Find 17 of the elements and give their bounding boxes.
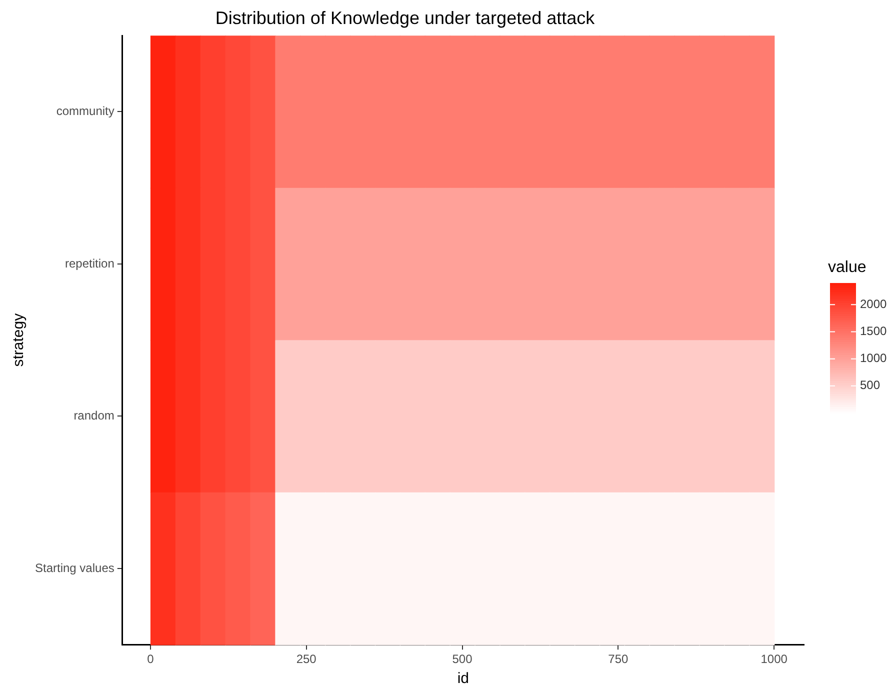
color-bar-label: 1500: [860, 324, 888, 338]
x-tick-label: 1000: [760, 652, 788, 666]
x-tick-label: 500: [452, 652, 473, 666]
x-axis-title: id: [457, 670, 470, 688]
color-bar-title: value: [828, 259, 866, 276]
x-tick-label: 250: [296, 652, 317, 666]
y-tick-label: Starting values: [34, 560, 114, 575]
y-axis-title: strategy: [10, 312, 28, 367]
x-tick-label: 0: [147, 652, 154, 666]
x-tick-label: 750: [608, 652, 628, 666]
color-bar-label: 1000: [860, 351, 888, 366]
y-tick-label: repetition: [65, 256, 114, 270]
y-tick-label: community: [56, 104, 114, 118]
color-bar-label: 500: [860, 378, 880, 392]
chart-title: Distribution of Knowledge under targeted attack: [215, 8, 596, 28]
y-tick-label: random: [74, 408, 114, 423]
color-bar-label: 2000: [860, 296, 888, 311]
